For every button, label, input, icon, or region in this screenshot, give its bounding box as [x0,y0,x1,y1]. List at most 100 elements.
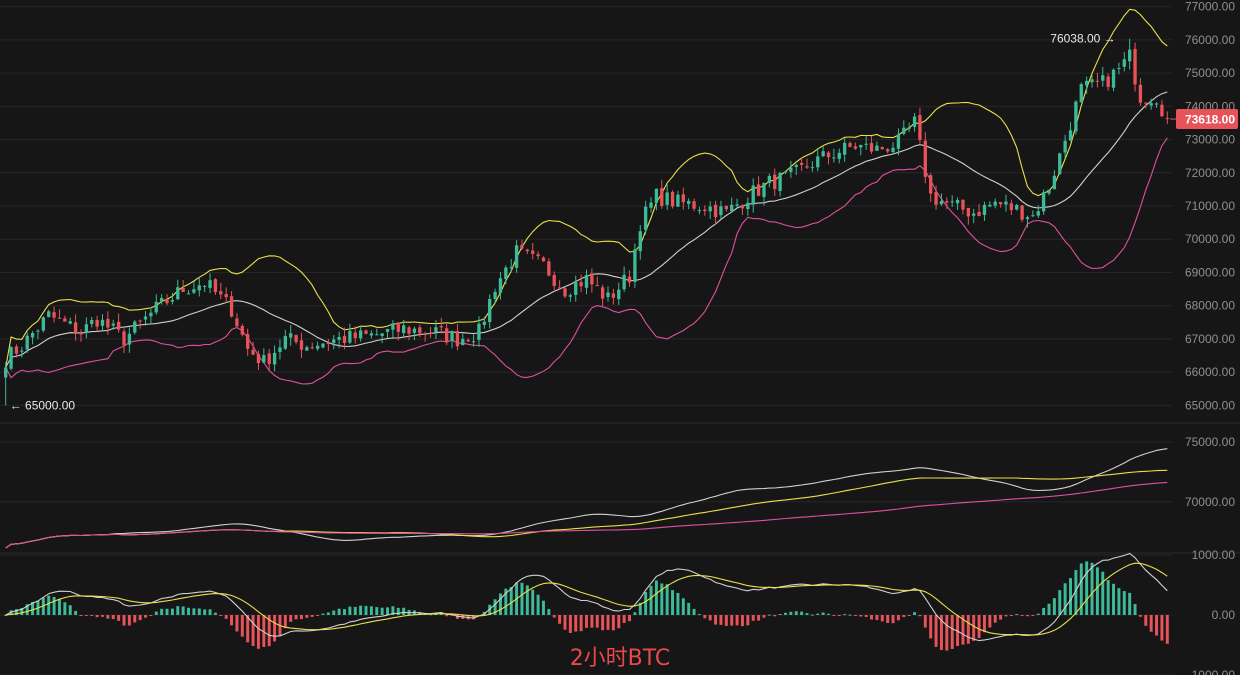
macd-bar-negative[interactable] [445,615,449,617]
macd-bar-positive[interactable] [1117,588,1121,615]
macd-bar-negative[interactable] [751,615,755,621]
macd-bar-positive[interactable] [509,587,513,615]
candle-down[interactable] [229,291,234,318]
candle-down[interactable] [364,329,368,335]
candle-up[interactable] [461,331,465,346]
candle-down[interactable] [1165,111,1169,124]
macd-bar-positive[interactable] [913,612,917,615]
macd-bar-negative[interactable] [251,615,255,647]
candle-down[interactable] [869,135,874,154]
candle-up[interactable] [111,319,115,330]
macd-bar-negative[interactable] [79,615,83,616]
macd-bar-positive[interactable] [1133,604,1137,615]
macd-bar-positive[interactable] [396,607,400,615]
candle-down[interactable] [122,328,126,354]
macd-bar-negative[interactable] [939,615,943,650]
candle-down[interactable] [552,271,556,290]
candle-up[interactable] [816,147,820,172]
macd-bar-positive[interactable] [1058,590,1062,615]
candle-up[interactable] [832,148,836,163]
candle-up[interactable] [687,198,691,210]
candle-up[interactable] [907,122,911,133]
candle-up[interactable] [1063,134,1067,159]
candle-up[interactable] [1058,152,1062,175]
macd-bar-negative[interactable] [558,615,562,624]
macd-bar-positive[interactable] [1074,570,1078,615]
candle-up[interactable] [133,319,137,335]
macd-bar-positive[interactable] [660,583,664,615]
candle-up[interactable] [617,282,621,305]
candle-up[interactable] [30,331,35,345]
macd-bar-positive[interactable] [63,602,67,615]
macd-bar-positive[interactable] [74,610,78,615]
candle-down[interactable] [525,248,530,254]
macd-bar-negative[interactable] [950,615,954,649]
candle-up[interactable] [391,320,395,338]
candle-down[interactable] [627,270,632,287]
candle-down[interactable] [600,284,605,306]
candle-down[interactable] [660,179,664,209]
candle-down[interactable] [353,326,357,344]
macd-bar-positive[interactable] [68,605,72,615]
candle-down[interactable] [1106,73,1110,91]
macd-bar-positive[interactable] [692,608,696,615]
macd-bar-negative[interactable] [773,615,777,617]
candle-up[interactable] [509,258,513,273]
macd-bar-positive[interactable] [1085,561,1089,615]
macd-bar-positive[interactable] [810,614,814,616]
candle-down[interactable] [439,317,443,334]
macd-bar-positive[interactable] [654,580,658,615]
candle-up[interactable] [746,197,750,216]
macd-bar-positive[interactable] [681,598,685,615]
candle-up[interactable] [375,328,379,336]
candle-up[interactable] [9,346,13,371]
macd-bar-negative[interactable] [235,615,239,632]
macd-bar-negative[interactable] [219,615,223,616]
candle-up[interactable] [412,326,417,341]
macd-bar-positive[interactable] [649,585,653,615]
candle-up[interactable] [665,184,669,210]
macd-bar-negative[interactable] [988,615,992,628]
macd-bar-negative[interactable] [735,615,739,626]
candle-down[interactable] [79,329,83,342]
candle-up[interactable] [369,330,374,339]
macd-bar-positive[interactable] [348,606,352,615]
candle-up[interactable] [568,293,573,302]
candle-up[interactable] [321,343,325,349]
macd-bar-negative[interactable] [127,615,131,626]
candle-down[interactable] [670,190,675,209]
candle-down[interactable] [1095,72,1100,88]
candle-up[interactable] [90,316,94,328]
macd-bar-negative[interactable] [907,615,911,616]
macd-bar-negative[interactable] [617,615,621,629]
candle-up[interactable] [149,308,153,324]
macd-bar-positive[interactable] [827,613,830,615]
macd-bar-negative[interactable] [299,615,303,620]
macd-bar-positive[interactable] [504,588,508,615]
macd-bar-negative[interactable] [982,615,986,633]
candle-up[interactable] [821,145,825,158]
macd-bar-positive[interactable] [203,609,207,615]
candle-up[interactable] [154,294,158,315]
macd-bar-negative[interactable] [230,615,234,626]
candle-down[interactable] [138,319,142,329]
candle-down[interactable] [106,311,110,335]
macd-bar-negative[interactable] [1020,615,1024,617]
macd-bar-negative[interactable] [310,615,314,617]
macd-bar-negative[interactable] [149,615,153,616]
candle-down[interactable] [1020,204,1024,223]
macd-bar-positive[interactable] [493,599,497,615]
macd-bar-negative[interactable] [628,615,632,622]
candle-up[interactable] [735,198,739,208]
macd-bar-positive[interactable] [794,611,798,615]
macd-bar-positive[interactable] [25,604,29,615]
candle-up[interactable] [719,200,723,219]
macd-bar-negative[interactable] [923,615,927,628]
candle-up[interactable] [676,190,680,208]
candle-up[interactable] [762,182,766,206]
macd-bar-negative[interactable] [999,615,1003,620]
candle-down[interactable] [531,243,535,260]
macd-bar-negative[interactable] [294,615,298,620]
candle-down[interactable] [724,205,728,212]
candle-down[interactable] [251,341,255,356]
